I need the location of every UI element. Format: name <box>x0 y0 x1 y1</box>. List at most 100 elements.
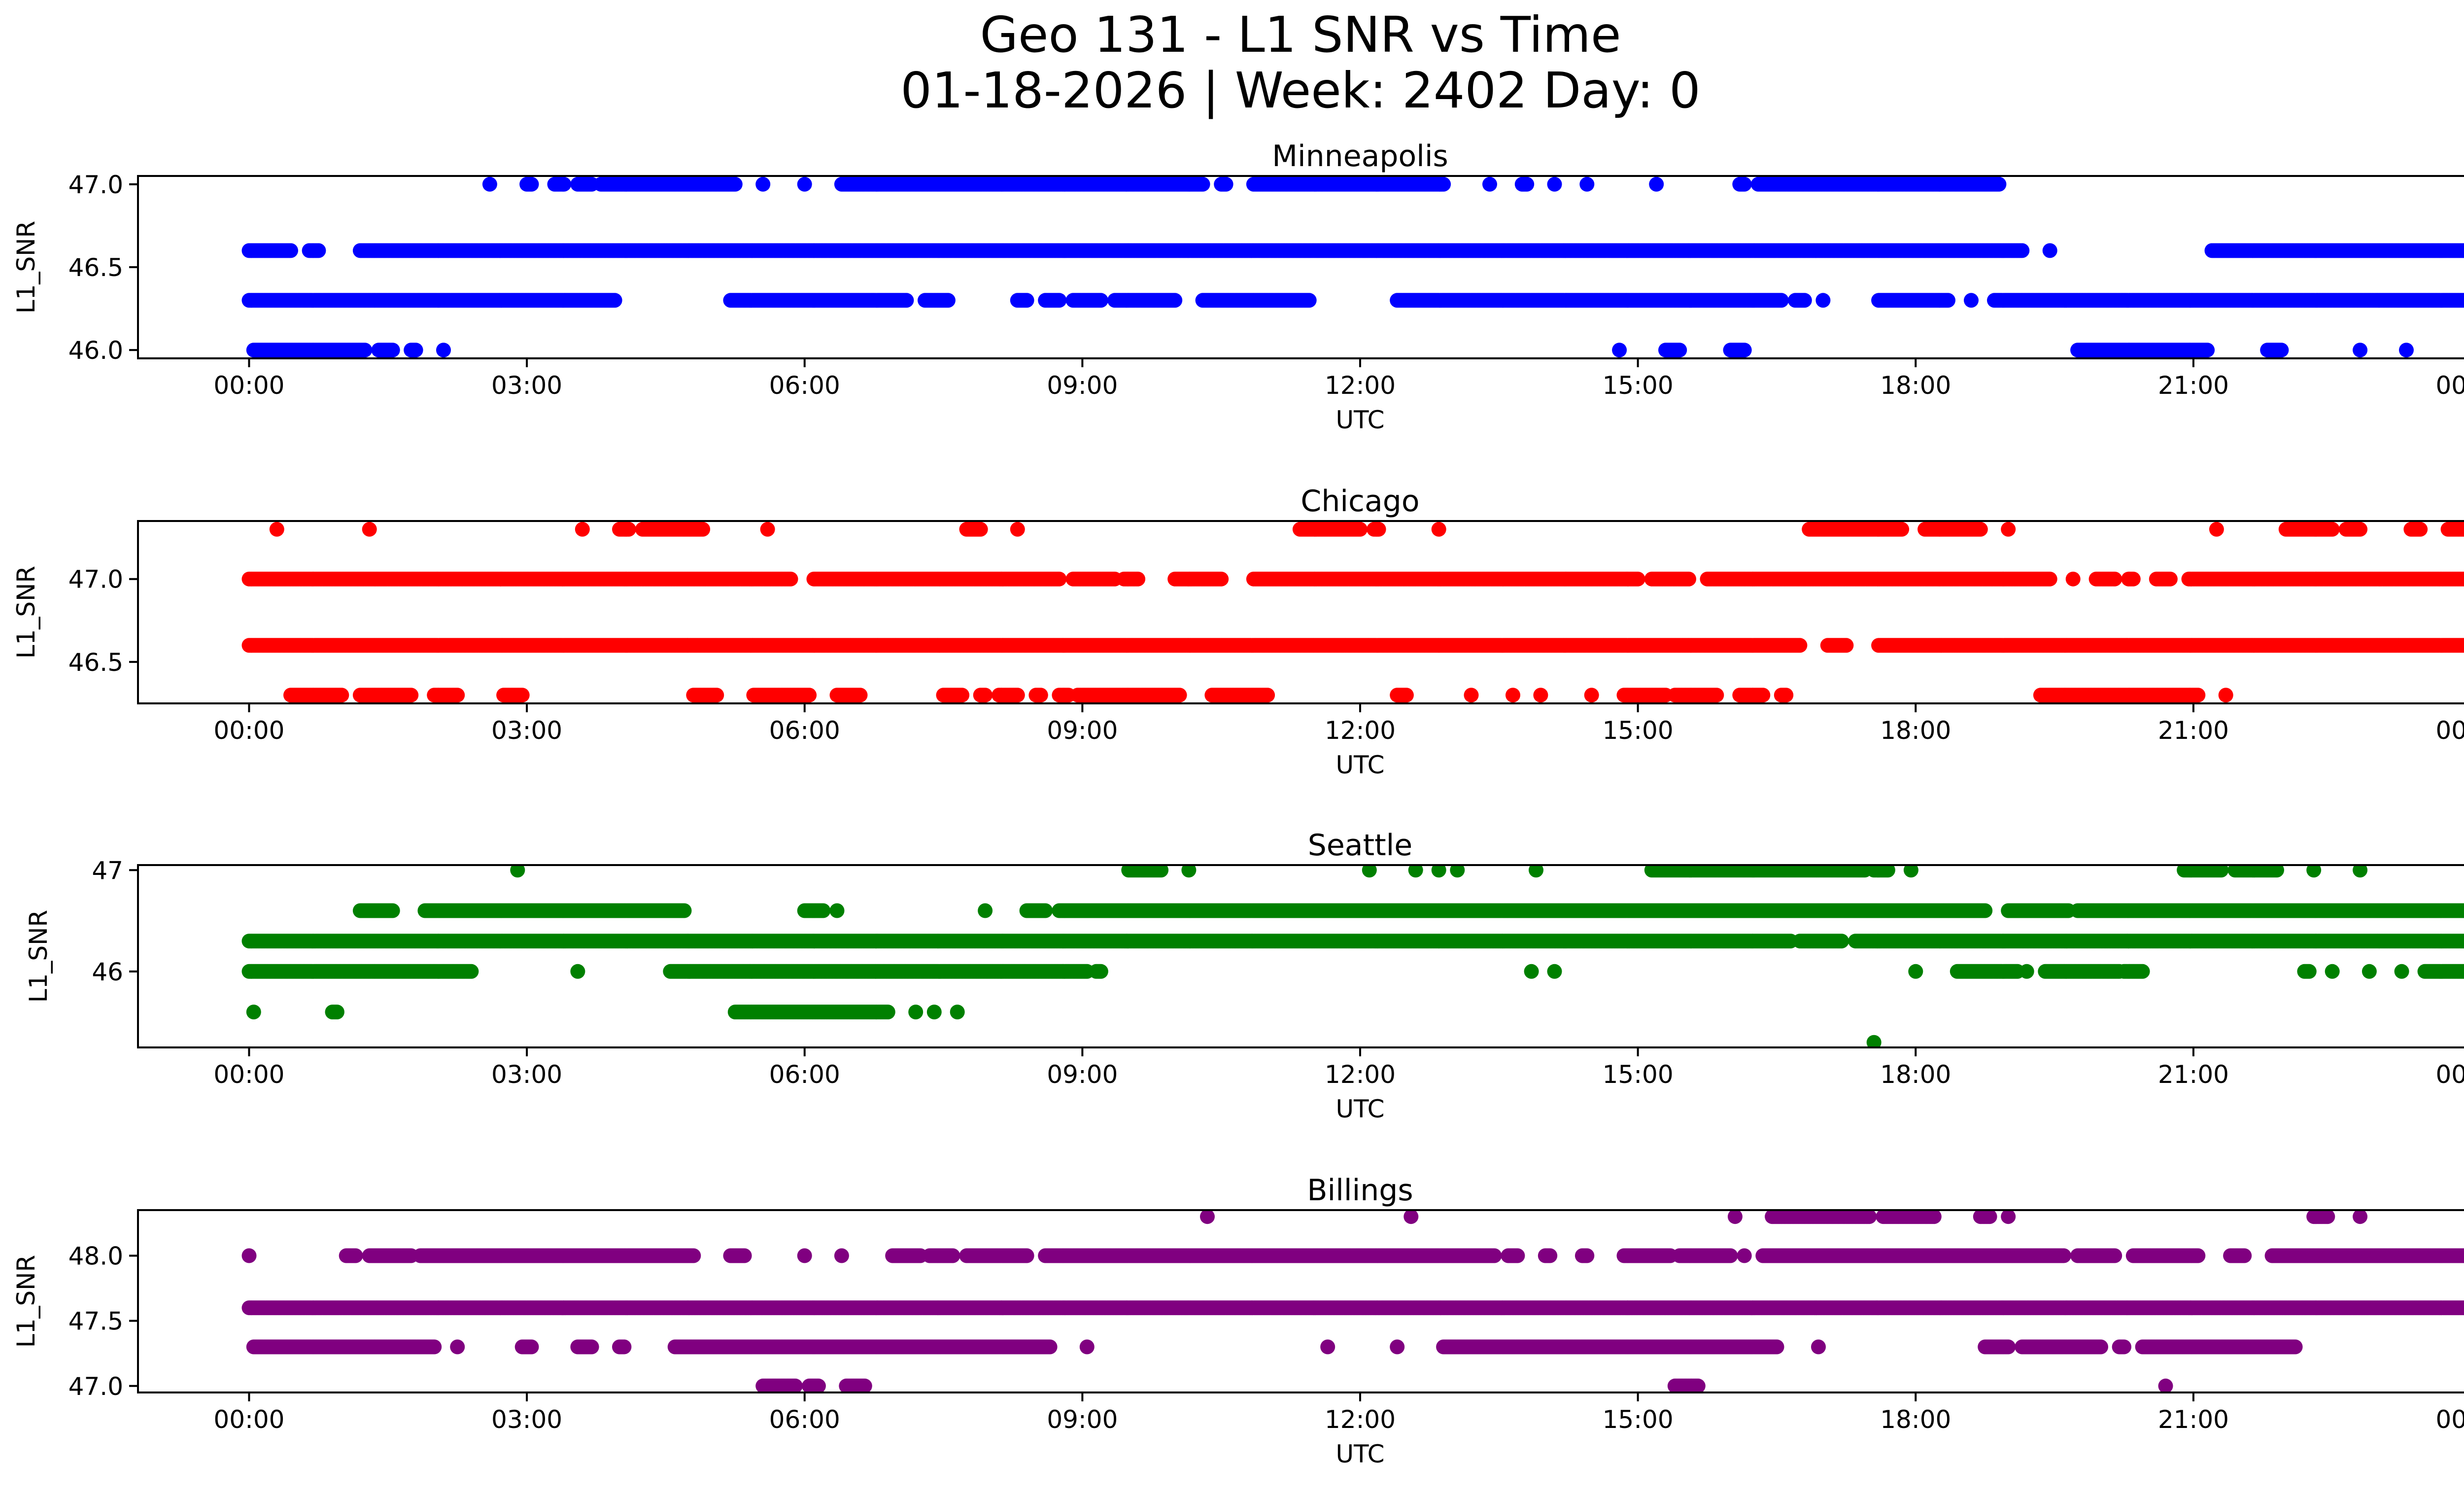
figure-title-line-2: 01-18-2026 | Week: 2402 Day: 0 <box>900 62 1700 119</box>
data-point <box>362 522 377 537</box>
data-point <box>1218 176 1233 192</box>
data-point <box>575 522 590 537</box>
data-point <box>797 176 812 192</box>
data-point <box>436 343 451 358</box>
data-point <box>940 293 956 308</box>
x-tick-label: 15:00 <box>1603 371 1674 400</box>
data-point <box>408 343 423 358</box>
data-point <box>1010 522 1025 537</box>
data-point <box>899 293 914 308</box>
data-point <box>2042 243 2057 258</box>
data-point <box>1214 571 1229 587</box>
data-point <box>695 522 711 537</box>
x-tick-label: 06:00 <box>769 371 840 400</box>
data-point <box>1547 176 1562 192</box>
data-point <box>1519 176 1535 192</box>
data-point <box>1941 293 1955 308</box>
data-point <box>2200 343 2215 358</box>
data-point <box>1649 176 1664 192</box>
x-tick-label: 03:00 <box>491 371 562 400</box>
data-point <box>2462 245 2464 256</box>
data-point <box>1894 522 1910 537</box>
data-point <box>1353 522 1368 537</box>
scatter-points <box>241 176 2464 358</box>
data-point <box>2353 522 2368 537</box>
data-point <box>2325 522 2340 537</box>
data-point <box>2162 571 2178 587</box>
data-point <box>2125 571 2141 587</box>
data-point <box>2462 295 2464 306</box>
data-point <box>727 176 743 192</box>
subplot-minneapolis: Minneapolis 00:00 03:00 06:00 09:00 12:00 15:0… <box>12 139 2464 434</box>
data-point <box>1737 343 1752 358</box>
data-point <box>2015 243 2030 258</box>
data-point <box>1815 293 1831 308</box>
subplot-title: Minneapolis <box>1272 139 1448 174</box>
data-point <box>1436 176 1451 192</box>
data-point <box>1774 293 1789 308</box>
data-point <box>1973 522 1988 537</box>
data-point <box>1482 176 1497 192</box>
data-point <box>556 176 572 192</box>
data-point <box>1130 571 1146 587</box>
subplot-title: Chicago <box>1300 484 1419 519</box>
data-point <box>2065 571 2081 587</box>
figure-title-line-1: Geo 131 - L1 SNR vs Time <box>980 6 1621 64</box>
data-point <box>1052 293 1067 308</box>
data-point <box>607 293 622 308</box>
data-point <box>1672 343 1687 358</box>
data-point <box>2399 343 2414 358</box>
data-point <box>2462 524 2464 534</box>
data-point <box>357 343 373 358</box>
data-point <box>524 176 539 192</box>
data-point <box>1681 571 1696 587</box>
data-point <box>1737 176 1752 192</box>
data-point <box>2042 571 2057 587</box>
data-point <box>1797 293 1812 308</box>
y-tick-label: 46.0 <box>68 336 123 365</box>
data-point <box>1301 293 1317 308</box>
scatter-points <box>241 522 2464 703</box>
data-point <box>1093 293 1108 308</box>
y-tick-label: 46.5 <box>68 253 123 282</box>
data-point <box>2413 522 2428 537</box>
data-point <box>2353 343 2368 358</box>
data-point <box>482 176 497 192</box>
data-point <box>1630 571 1645 587</box>
data-point <box>385 343 400 358</box>
data-point <box>1167 293 1183 308</box>
y-axis-label: L1_SNR <box>12 221 40 314</box>
data-point <box>269 522 284 537</box>
x-tick-label: 09:00 <box>1047 371 1118 400</box>
x-tick-label: 21:00 <box>2158 371 2229 400</box>
data-point <box>755 176 771 192</box>
y-tick-label: 47.0 <box>68 171 123 199</box>
subplots: Minneapolis 00:00 03:00 06:00 09:00 12:00 15:0… <box>12 139 2464 1468</box>
data-point <box>1195 176 1210 192</box>
data-point <box>283 243 298 258</box>
data-point <box>2209 522 2224 537</box>
data-point <box>973 522 988 537</box>
x-tick-label: 00:00 <box>213 371 284 400</box>
data-point <box>1991 176 2007 192</box>
data-point <box>2001 522 2016 537</box>
data-point <box>1612 343 1627 358</box>
data-point <box>1431 522 1446 537</box>
data-point <box>760 522 775 537</box>
data-point <box>1579 176 1595 192</box>
data-point <box>2107 571 2122 587</box>
data-point <box>1964 293 1979 308</box>
data-point <box>1371 522 1386 537</box>
x-axis-label: UTC <box>1335 406 1384 434</box>
x-tick-label: 00:00 <box>2435 371 2464 400</box>
data-point <box>783 571 798 587</box>
data-point <box>1019 293 1034 308</box>
data-point <box>1052 571 1067 587</box>
x-tick-label: 12:00 <box>1325 371 1396 400</box>
data-point <box>311 243 326 258</box>
x-tick-label: 18:00 <box>1880 371 1951 400</box>
data-point <box>621 522 636 537</box>
